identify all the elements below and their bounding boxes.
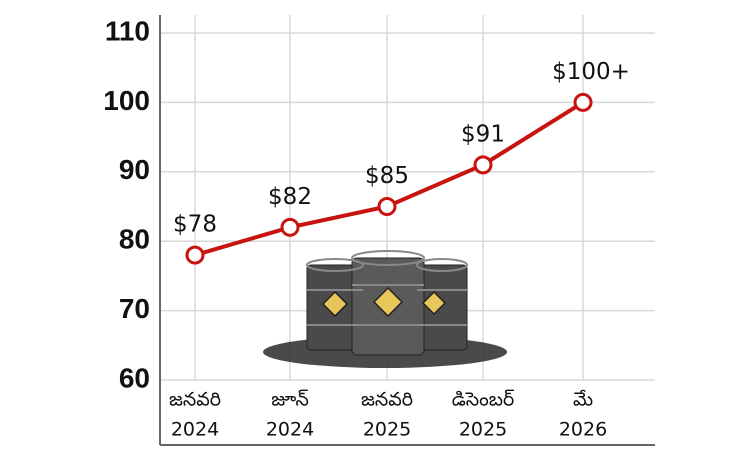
y-tick-label: 80: [119, 224, 150, 255]
point-marker: [573, 92, 593, 112]
y-tick-label: 110: [105, 15, 150, 46]
x-tick-label: మే: [573, 389, 593, 411]
x-tick-label: డిసెంబర్: [452, 389, 515, 411]
data-label: $100+: [552, 59, 630, 85]
x-tick-label: 2025: [363, 419, 411, 441]
x-tick-label: 2025: [459, 419, 507, 441]
x-tick-label: 2024: [171, 419, 219, 441]
x-tick-label: 2024: [266, 419, 314, 441]
data-label: $85: [365, 163, 409, 189]
x-tick-label: 2026: [559, 419, 607, 441]
point-marker: [185, 245, 205, 265]
point-marker: [473, 155, 493, 175]
data-label: $78: [173, 212, 217, 238]
x-tick-label: జనవరి: [361, 389, 413, 411]
y-tick-label: 90: [119, 154, 150, 185]
y-tick-label: 60: [119, 362, 150, 393]
x-tick-label: జనవరి: [169, 389, 221, 411]
data-label: $91: [461, 121, 505, 147]
data-label: $82: [268, 184, 312, 210]
oil-barrels: [263, 250, 507, 368]
point-marker: [377, 197, 397, 216]
y-tick-label: 100: [103, 85, 150, 116]
point-marker: [280, 217, 300, 237]
y-tick-label: 70: [119, 293, 150, 324]
x-tick-label: జూన్: [271, 389, 309, 411]
